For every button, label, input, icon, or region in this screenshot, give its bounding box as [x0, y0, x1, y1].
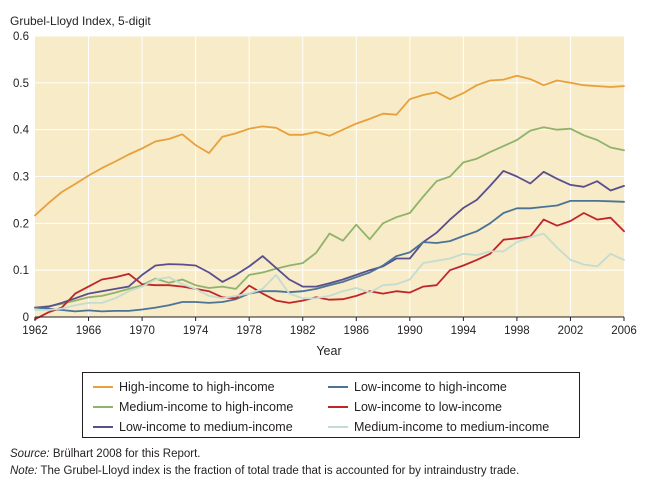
x-tick-label: 2006: [611, 325, 637, 337]
axes: 0 0.1 0.2 0.3 0.4 0.5 0.6 1962 1966 1970 1974 1978 1…: [13, 31, 637, 337]
x-tick-label: 1990: [397, 325, 423, 337]
series-line-5: [34, 232, 625, 311]
x-tick-label: 1982: [290, 325, 316, 337]
legend-item-low-low: Low-income to low-income: [328, 397, 502, 417]
legend-swatch-high-high: [93, 386, 113, 388]
series-line-0: [34, 74, 625, 217]
series-line-3: [34, 199, 625, 313]
note-text: The Grubel-Lloyd index is the fraction o…: [37, 465, 520, 477]
y-tick-label: 0.5: [13, 78, 29, 90]
legend-item-low-medium: Low-income to medium-income: [93, 417, 293, 437]
legend-swatch-low-medium: [93, 426, 113, 428]
x-tick-label: 1970: [129, 325, 155, 337]
line-chart: 0 0.1 0.2 0.3 0.4 0.5 0.6 1962 1966 1970 1974 1978 1…: [10, 14, 637, 358]
chart-title: Grubel-Lloyd Index, 5-digit: [10, 14, 151, 28]
legend-item-medium-medium: Medium-income to medium-income: [328, 417, 549, 437]
legend-item-high-high: High-income to high-income: [93, 377, 275, 397]
note-label: Note:: [10, 465, 38, 477]
y-tick-label: 0.4: [13, 125, 30, 137]
y-tick-label: 0.1: [13, 265, 29, 277]
legend: High-income to high-income Medium-income…: [82, 372, 580, 438]
y-tick-label: 0.2: [13, 218, 29, 230]
x-tick-label: 1994: [451, 325, 477, 337]
x-tick-label: 2002: [558, 325, 584, 337]
legend-item-low-high: Low-income to high-income: [328, 377, 507, 397]
x-tick-label: 1978: [236, 325, 262, 337]
series-line-1: [34, 126, 625, 309]
x-tick-label: 1966: [76, 325, 102, 337]
definition-note: Note: The Grubel-Lloyd index is the frac…: [10, 465, 519, 477]
source-label: Source:: [10, 448, 50, 460]
legend-swatch-medium-medium: [328, 426, 348, 428]
legend-label: High-income to high-income: [119, 380, 275, 394]
legend-label: Low-income to medium-income: [119, 420, 293, 434]
y-tick-label: 0.6: [13, 31, 29, 43]
source-note: Source: Brülhart 2008 for this Report.: [10, 448, 201, 460]
legend-label: Medium-income to medium-income: [354, 420, 550, 434]
legend-swatch-medium-high: [93, 406, 113, 408]
x-tick-label: 1974: [183, 325, 209, 337]
y-tick-label: 0: [23, 312, 29, 324]
x-axis-label: Year: [316, 344, 341, 358]
legend-swatch-low-low: [328, 406, 348, 408]
series-line-4: [34, 212, 625, 321]
x-tick-label: 1962: [22, 325, 48, 337]
x-tick-label: 1998: [504, 325, 530, 337]
source-text: Brülhart 2008 for this Report.: [49, 448, 201, 460]
series-lines: [34, 74, 625, 321]
legend-item-medium-high: Medium-income to high-income: [93, 397, 293, 417]
series-line-2: [34, 169, 625, 309]
y-tick-label: 0.3: [13, 172, 29, 184]
legend-label: Low-income to high-income: [354, 380, 507, 394]
legend-label: Medium-income to high-income: [119, 400, 294, 414]
x-tick-label: 1986: [343, 325, 369, 337]
legend-swatch-low-high: [328, 386, 348, 388]
legend-label: Low-income to low-income: [354, 400, 502, 414]
